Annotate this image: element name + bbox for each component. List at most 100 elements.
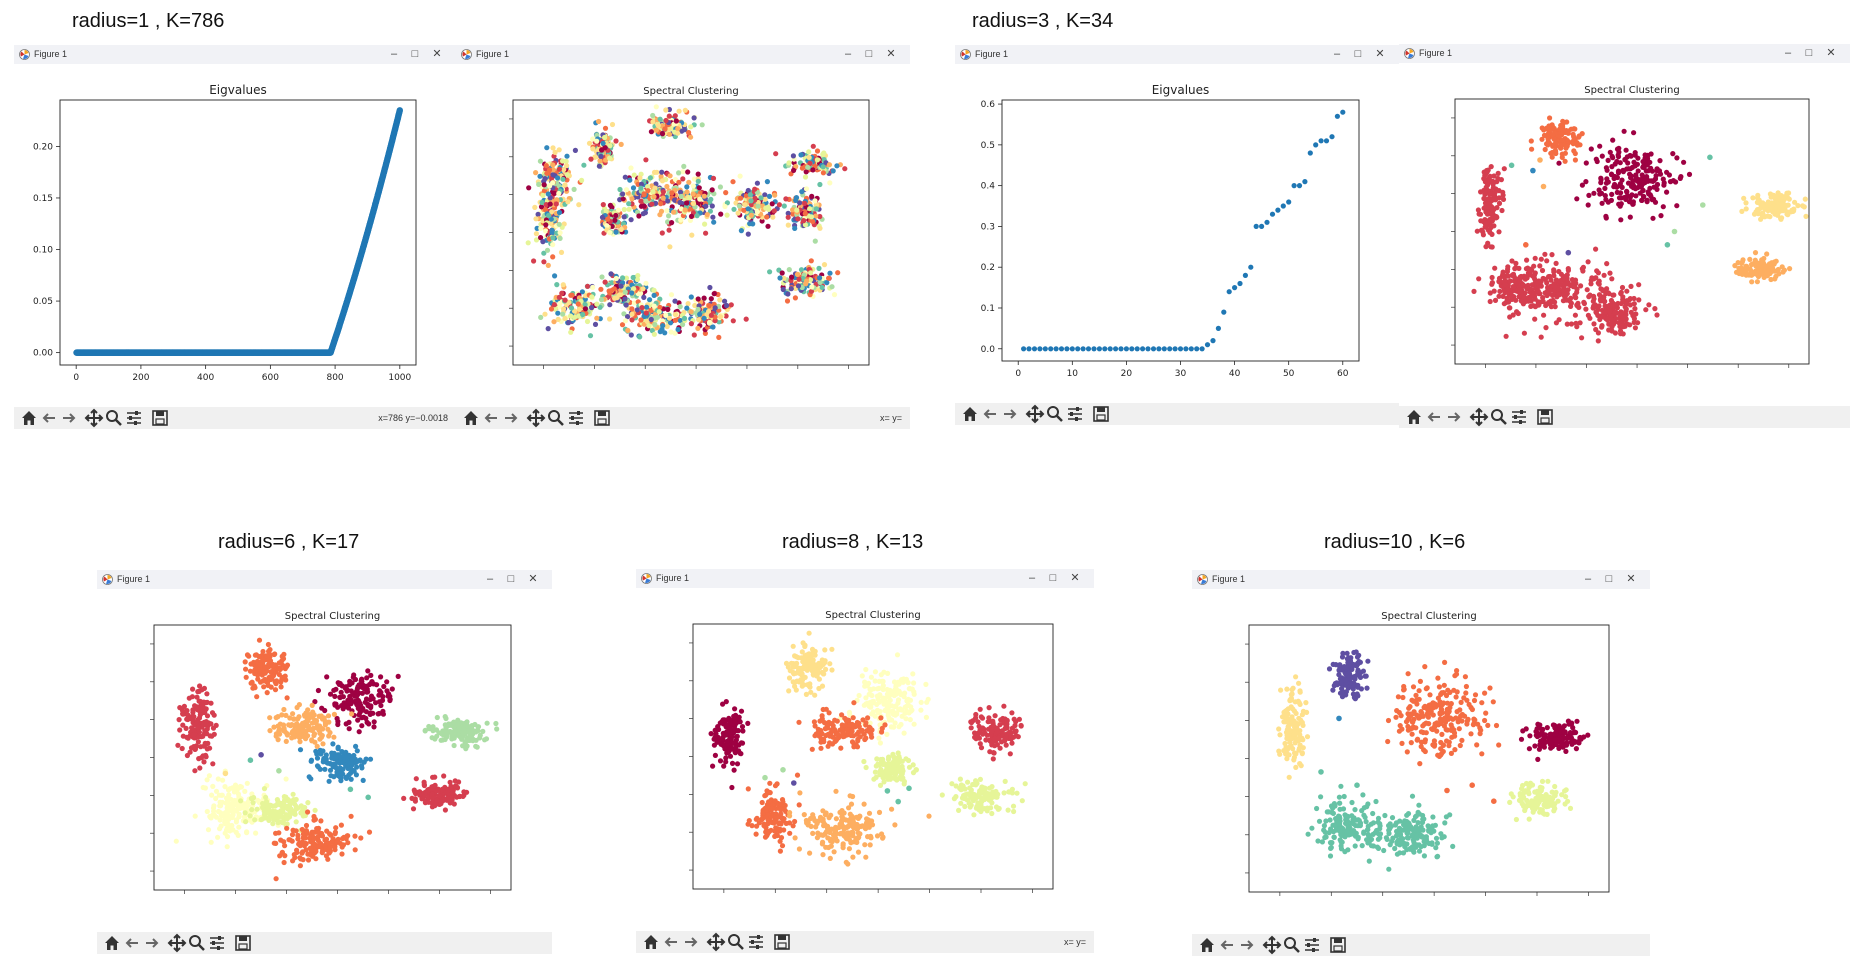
eigenvalue-point bbox=[1042, 346, 1048, 352]
save-icon[interactable] bbox=[1091, 404, 1111, 424]
cluster-point bbox=[747, 192, 753, 198]
cluster-point bbox=[1616, 149, 1622, 155]
cluster-point bbox=[1504, 269, 1510, 275]
cluster-point bbox=[764, 214, 770, 220]
cluster-point bbox=[1568, 303, 1574, 309]
cluster-point bbox=[358, 678, 364, 684]
cluster-point bbox=[262, 664, 268, 670]
pan-icon[interactable] bbox=[1025, 404, 1045, 424]
window-close-button[interactable]: ✕ bbox=[1375, 48, 1385, 60]
cluster-point bbox=[538, 225, 544, 231]
back-arrow-icon[interactable] bbox=[1424, 407, 1444, 427]
cluster-point bbox=[371, 719, 377, 725]
cluster-point bbox=[538, 204, 545, 210]
cluster-point bbox=[738, 228, 744, 234]
window-close-button[interactable]: ✕ bbox=[886, 48, 896, 60]
back-arrow-icon[interactable] bbox=[980, 404, 1000, 424]
home-icon[interactable] bbox=[19, 408, 39, 428]
forward-arrow-icon[interactable] bbox=[1000, 404, 1020, 424]
home-icon[interactable] bbox=[461, 408, 481, 428]
window-maximize-button[interactable]: □ bbox=[865, 48, 873, 60]
cluster-point bbox=[688, 213, 695, 219]
cluster-point bbox=[1648, 178, 1654, 184]
zoom-icon[interactable] bbox=[546, 408, 566, 428]
cluster-point bbox=[1490, 185, 1496, 191]
pan-icon[interactable] bbox=[526, 408, 546, 428]
cluster-point bbox=[712, 305, 718, 311]
cluster-point bbox=[1496, 200, 1503, 206]
configure-subplots-icon[interactable] bbox=[1065, 404, 1085, 424]
cluster-point bbox=[1559, 137, 1565, 143]
window-maximize-button[interactable]: □ bbox=[411, 48, 419, 60]
cluster-point bbox=[547, 201, 553, 207]
cluster-point bbox=[1623, 306, 1629, 312]
cluster-point bbox=[745, 187, 751, 194]
pan-icon[interactable] bbox=[1469, 407, 1489, 427]
home-icon[interactable] bbox=[960, 404, 980, 424]
forward-arrow-icon[interactable] bbox=[501, 408, 521, 428]
cluster-point bbox=[686, 129, 692, 136]
eigenvalue-point bbox=[1129, 346, 1135, 352]
window-maximize-button[interactable]: □ bbox=[1805, 47, 1813, 59]
window-maximize-button[interactable]: □ bbox=[507, 573, 515, 585]
cluster-point bbox=[446, 721, 452, 727]
cluster-point bbox=[584, 318, 591, 325]
cluster-point bbox=[327, 767, 334, 773]
configure-subplots-icon[interactable] bbox=[124, 408, 144, 428]
cluster-point bbox=[1574, 289, 1580, 295]
cluster-point bbox=[279, 674, 285, 680]
cluster-point bbox=[1556, 285, 1562, 292]
cluster-point bbox=[464, 736, 470, 742]
window-minimize-button[interactable]: – bbox=[486, 573, 494, 585]
cluster-point bbox=[1628, 283, 1634, 289]
cluster-point bbox=[1631, 295, 1637, 302]
cluster-point bbox=[627, 177, 633, 183]
forward-arrow-icon[interactable] bbox=[59, 408, 79, 428]
caption-radius-3: radius=3 , K=34 bbox=[972, 10, 1114, 32]
cluster-point bbox=[688, 124, 694, 130]
configure-subplots-icon[interactable] bbox=[566, 408, 586, 428]
cluster-point bbox=[685, 169, 691, 175]
configure-subplots-icon[interactable] bbox=[1509, 407, 1529, 427]
cluster-point bbox=[766, 206, 772, 212]
cluster-point bbox=[695, 171, 701, 177]
cluster-point bbox=[1509, 258, 1515, 264]
cluster-point bbox=[538, 314, 544, 320]
cluster-point bbox=[460, 731, 466, 737]
home-icon[interactable] bbox=[1404, 407, 1424, 427]
cluster-point bbox=[550, 145, 556, 151]
window-minimize-button[interactable]: – bbox=[844, 48, 852, 60]
cluster-point bbox=[556, 147, 562, 153]
window-maximize-button[interactable]: □ bbox=[1354, 48, 1362, 60]
window-close-button[interactable]: ✕ bbox=[528, 573, 538, 585]
window-close-button[interactable]: ✕ bbox=[432, 48, 442, 60]
cluster-point bbox=[565, 199, 571, 205]
forward-arrow-icon[interactable] bbox=[1444, 407, 1464, 427]
window-minimize-button[interactable]: – bbox=[390, 48, 398, 60]
cluster-point bbox=[697, 311, 703, 317]
save-icon[interactable] bbox=[592, 408, 612, 428]
cluster-point bbox=[1621, 128, 1627, 134]
cluster-point bbox=[543, 222, 549, 228]
cluster-point bbox=[1599, 200, 1605, 206]
window-close-button[interactable]: ✕ bbox=[1826, 47, 1836, 59]
back-arrow-icon[interactable] bbox=[39, 408, 59, 428]
cluster-point bbox=[790, 153, 796, 159]
cluster-point bbox=[733, 200, 739, 206]
window-minimize-button[interactable]: – bbox=[1333, 48, 1341, 60]
cluster-point bbox=[572, 314, 578, 320]
cluster-point bbox=[1654, 312, 1660, 318]
zoom-icon[interactable] bbox=[104, 408, 124, 428]
cluster-point bbox=[651, 194, 657, 200]
back-arrow-icon[interactable] bbox=[481, 408, 501, 428]
cluster-point bbox=[1521, 330, 1527, 336]
window-minimize-button[interactable]: – bbox=[1784, 47, 1792, 59]
pan-icon[interactable] bbox=[84, 408, 104, 428]
cluster-point bbox=[817, 225, 823, 231]
zoom-icon[interactable] bbox=[1489, 407, 1509, 427]
cluster-point bbox=[313, 748, 319, 754]
zoom-icon[interactable] bbox=[1045, 404, 1065, 424]
cluster-point bbox=[550, 254, 556, 260]
save-icon[interactable] bbox=[1535, 407, 1555, 427]
save-icon[interactable] bbox=[150, 408, 170, 428]
